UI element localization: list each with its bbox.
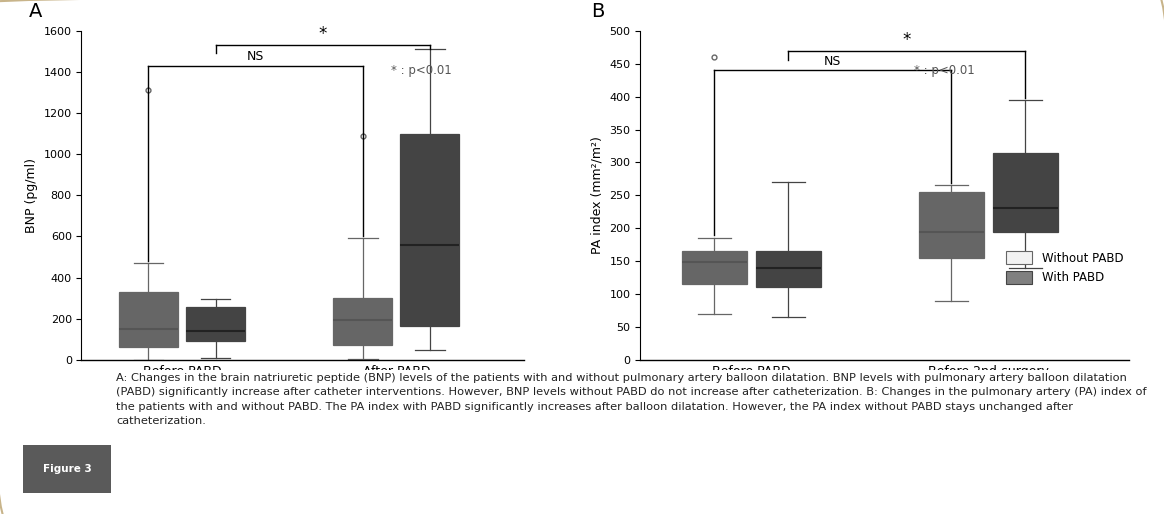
Text: Figure 3: Figure 3 <box>43 464 91 474</box>
Text: A: Changes in the brain natriuretic peptide (BNP) levels of the patients with an: A: Changes in the brain natriuretic pept… <box>116 373 1147 426</box>
Text: NS: NS <box>247 50 264 63</box>
Text: * : p<0.01: * : p<0.01 <box>914 64 974 77</box>
PathPatch shape <box>918 192 984 258</box>
PathPatch shape <box>755 251 821 287</box>
PathPatch shape <box>333 298 392 345</box>
Text: *: * <box>902 31 911 49</box>
Text: * : p<0.01: * : p<0.01 <box>391 64 452 77</box>
PathPatch shape <box>119 292 178 347</box>
Text: NS: NS <box>824 54 842 68</box>
PathPatch shape <box>993 153 1058 231</box>
Y-axis label: BNP (pg/ml): BNP (pg/ml) <box>26 158 38 233</box>
Text: *: * <box>319 25 327 43</box>
PathPatch shape <box>682 251 747 284</box>
PathPatch shape <box>186 307 244 341</box>
PathPatch shape <box>400 134 460 326</box>
Legend: Without PABD, With PABD: Without PABD, With PABD <box>1006 251 1123 284</box>
Y-axis label: PA index (mm²/m²): PA index (mm²/m²) <box>591 136 604 254</box>
Text: B: B <box>591 2 604 21</box>
Text: A: A <box>28 2 42 21</box>
